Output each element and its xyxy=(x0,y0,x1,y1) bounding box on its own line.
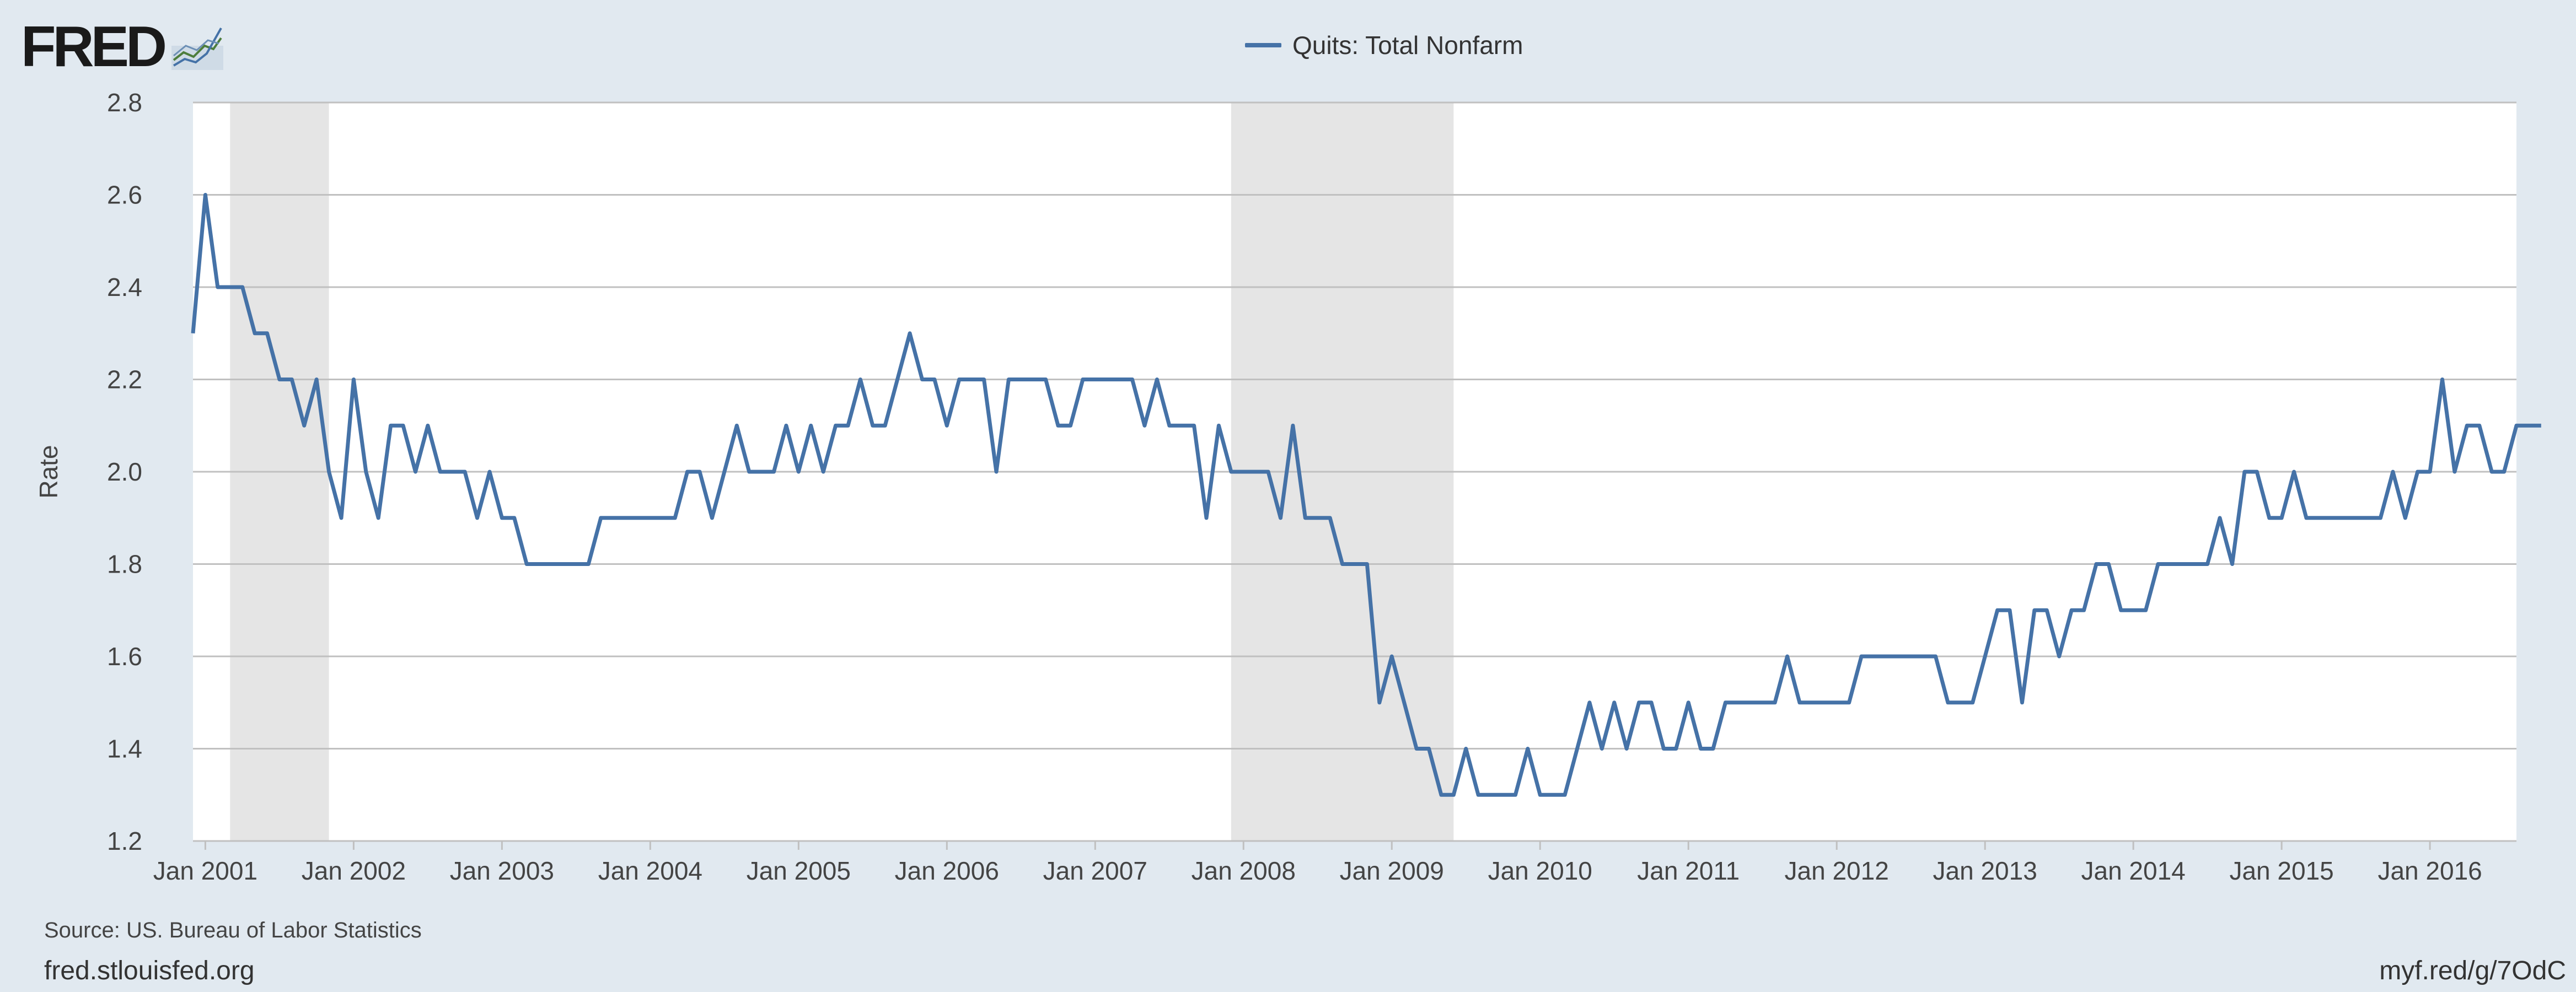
x-tick-label: Jan 2012 xyxy=(1785,856,1889,885)
x-tick-label: Jan 2002 xyxy=(302,856,406,885)
fred-logo-text: FRED xyxy=(21,15,167,79)
y-tick-label: 1.8 xyxy=(107,550,142,579)
fred-logo[interactable]: FRED xyxy=(21,15,224,79)
y-tick-label: 2.2 xyxy=(107,365,142,394)
legend-series-label: Quits: Total Nonfarm xyxy=(1292,31,1523,60)
y-tick-label: 2.6 xyxy=(107,181,142,209)
y-tick-label: 1.6 xyxy=(107,642,142,671)
source-note: Source: US. Bureau of Labor Statistics xyxy=(44,918,422,942)
chart-legend[interactable]: Quits: Total Nonfarm xyxy=(1245,29,1523,62)
x-tick-label: Jan 2013 xyxy=(1933,856,2037,885)
y-tick-label: 1.2 xyxy=(107,827,142,855)
y-tick-label: 2.4 xyxy=(107,273,142,301)
legend-series-swatch xyxy=(1245,43,1281,47)
x-tick-label: Jan 2005 xyxy=(747,856,851,885)
x-tick-label: Jan 2008 xyxy=(1192,856,1296,885)
y-axis-label: Rate xyxy=(34,445,63,498)
x-tick-label: Jan 2004 xyxy=(598,856,702,885)
y-tick-label: 2.0 xyxy=(107,457,142,486)
x-tick-label: Jan 2016 xyxy=(2378,856,2482,885)
x-tick-label: Jan 2001 xyxy=(153,856,257,885)
series-line[interactable] xyxy=(191,193,2541,797)
y-tick-label: 2.8 xyxy=(107,88,142,117)
x-tick-label: Jan 2011 xyxy=(1637,856,1740,885)
site-link[interactable]: fred.stlouisfed.org xyxy=(44,956,255,985)
x-tick-label: Jan 2003 xyxy=(450,856,554,885)
y-tick-label: 1.4 xyxy=(107,735,142,763)
x-tick-label: Jan 2010 xyxy=(1488,856,1592,885)
short-url-link[interactable]: myf.red/g/7OdC xyxy=(2379,956,2566,985)
x-tick-label: Jan 2014 xyxy=(2081,856,2185,885)
x-tick-label: Jan 2006 xyxy=(895,856,999,885)
x-tick-label: Jan 2009 xyxy=(1340,856,1444,885)
fred-line-graph-icon xyxy=(171,28,224,70)
x-tick-label: Jan 2015 xyxy=(2229,856,2333,885)
x-tick-label: Jan 2007 xyxy=(1043,856,1147,885)
